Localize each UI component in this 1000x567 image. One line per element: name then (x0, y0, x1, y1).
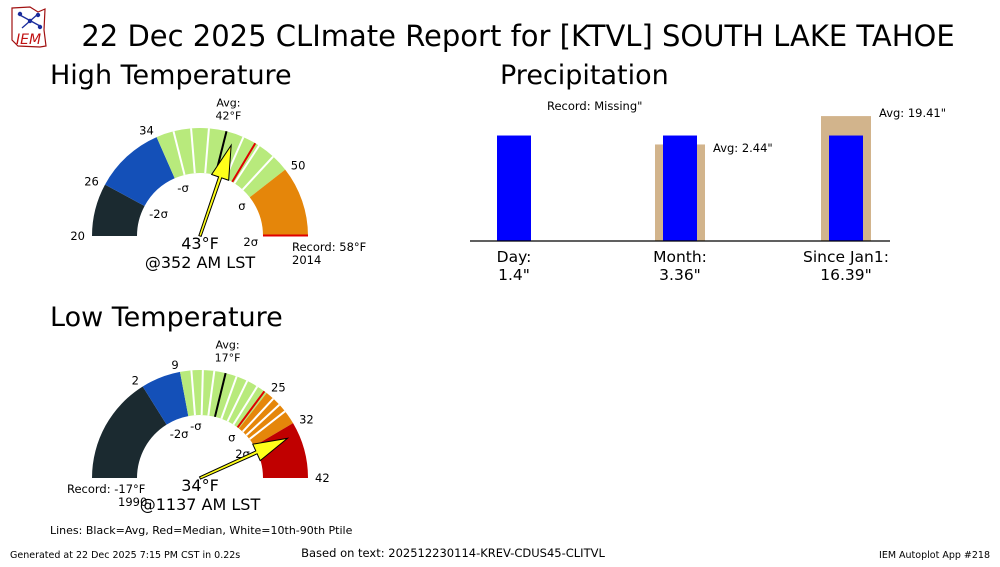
low-record-label: Record: -17°F (67, 482, 145, 496)
logo-text: IEM (16, 32, 41, 48)
low-ptile-line-1 (200, 370, 204, 416)
high-sigma-label-3: 2σ (243, 235, 258, 249)
precipitation-chart: Precipitation Day:1.4" Month:3.36" Since Ja… (470, 60, 946, 284)
high-observed-time: @352 AM LST (145, 253, 256, 272)
low-ptile-line-8 (248, 410, 286, 440)
high-sigma-label-2: σ (238, 199, 245, 213)
precip-annotation-2: Avg: 19.41" (879, 106, 946, 120)
precip-annotation-0: Record: Missing" (547, 99, 642, 113)
high-band-1 (105, 137, 175, 207)
low-tick-label-0: 2 (132, 374, 139, 388)
high-ptile-line-4 (233, 145, 260, 184)
high-band-0 (92, 184, 145, 236)
precip-value-label-1: 3.36" (659, 266, 701, 284)
high-tick-label-3: 50 (291, 158, 306, 172)
high-gauge-title: High Temperature (50, 60, 292, 91)
precip-observed-bar-0 (497, 135, 531, 241)
low-tick-label-2: 25 (271, 381, 286, 395)
low-sigma-label-2: σ (228, 431, 235, 445)
high-band-3 (249, 169, 308, 236)
low-ptile-line-6 (241, 397, 274, 433)
low-observed-time: @1137 AM LST (140, 495, 261, 514)
low-band-3 (238, 393, 294, 447)
low-band-0 (92, 386, 167, 478)
low-sigma-label-0: -2σ (170, 427, 189, 441)
low-avg-label: Avg: (215, 338, 239, 351)
low-tick-label-1: 9 (171, 358, 178, 372)
low-temperature-gauge: Low Temperature29253242-2σ-σσ2σAvg:17°F3… (50, 302, 330, 514)
source-text: Based on text: 202512230114-KREV-CDUS45-… (301, 546, 605, 560)
high-avg-value: 42°F (216, 110, 242, 123)
low-sigma-label-1: -σ (190, 419, 201, 433)
precip-category-label-2: Since Jan1: (803, 248, 889, 266)
precip-value-label-2: 16.39" (820, 266, 872, 284)
high-observed-value: 43°F (181, 234, 219, 253)
low-gauge-title: Low Temperature (50, 302, 283, 333)
precip-category-label-1: Month: (653, 248, 707, 266)
app-label: IEM Autoplot App #218 (879, 550, 990, 561)
low-ptile-line-7 (245, 404, 281, 437)
high-ptile-line-2 (204, 128, 210, 174)
high-tick-label-0: 20 (70, 229, 85, 243)
low-record-year: 1990 (118, 495, 147, 509)
precip-observed-bar-2 (829, 135, 863, 241)
low-avg-line (213, 372, 227, 418)
low-ptile-line-0 (190, 370, 196, 416)
precip-annotation-1: Avg: 2.44" (713, 141, 773, 155)
low-tick-label-4: 42 (315, 471, 330, 485)
high-tick-label-1: 26 (84, 174, 99, 188)
generated-timestamp: Generated at 22 Dec 2025 7:15 PM CST in … (10, 550, 240, 561)
precip-observed-bar-1 (663, 135, 697, 241)
high-tick-label-2: 34 (139, 124, 154, 138)
high-sigma-label-0: -2σ (149, 207, 168, 221)
low-band-4 (254, 423, 308, 478)
high-avg-label: Avg: (216, 97, 240, 110)
precip-value-label-0: 1.4" (498, 266, 530, 284)
high-needle (198, 143, 232, 238)
high-temperature-gauge: High Temperature 20 26 34 50 -2σ -σ σ 2σ Avg:42°F… (50, 60, 366, 272)
precip-category-label-0: Day: (497, 248, 532, 266)
low-ptile-line-4 (226, 380, 249, 422)
high-record-label: Record: 58°F (292, 240, 366, 254)
high-ptile-line-5 (241, 155, 274, 191)
low-tick-label-3: 32 (299, 413, 314, 427)
high-median-line (231, 142, 257, 183)
low-ptile-line-3 (220, 376, 238, 420)
high-ptile-line-0 (172, 131, 186, 176)
high-ptile-line-1 (190, 128, 196, 174)
low-band-1 (142, 371, 189, 425)
low-ptile-line-5 (232, 385, 259, 426)
page-title: 22 Dec 2025 CLImate Report for [KTVL] SO… (81, 19, 954, 53)
lines-legend: Lines: Black=Avg, Red=Median, White=10th… (50, 524, 353, 537)
low-ptile-line-2 (207, 370, 216, 416)
low-avg-value: 17°F (215, 351, 241, 364)
high-record-year: 2014 (292, 253, 321, 267)
iem-logo: IEM (11, 6, 47, 48)
precip-title: Precipitation (500, 60, 669, 91)
low-observed-value: 34°F (181, 476, 219, 495)
low-needle (198, 437, 290, 480)
high-sigma-label-1: -σ (177, 181, 188, 195)
low-median-line (236, 390, 266, 429)
